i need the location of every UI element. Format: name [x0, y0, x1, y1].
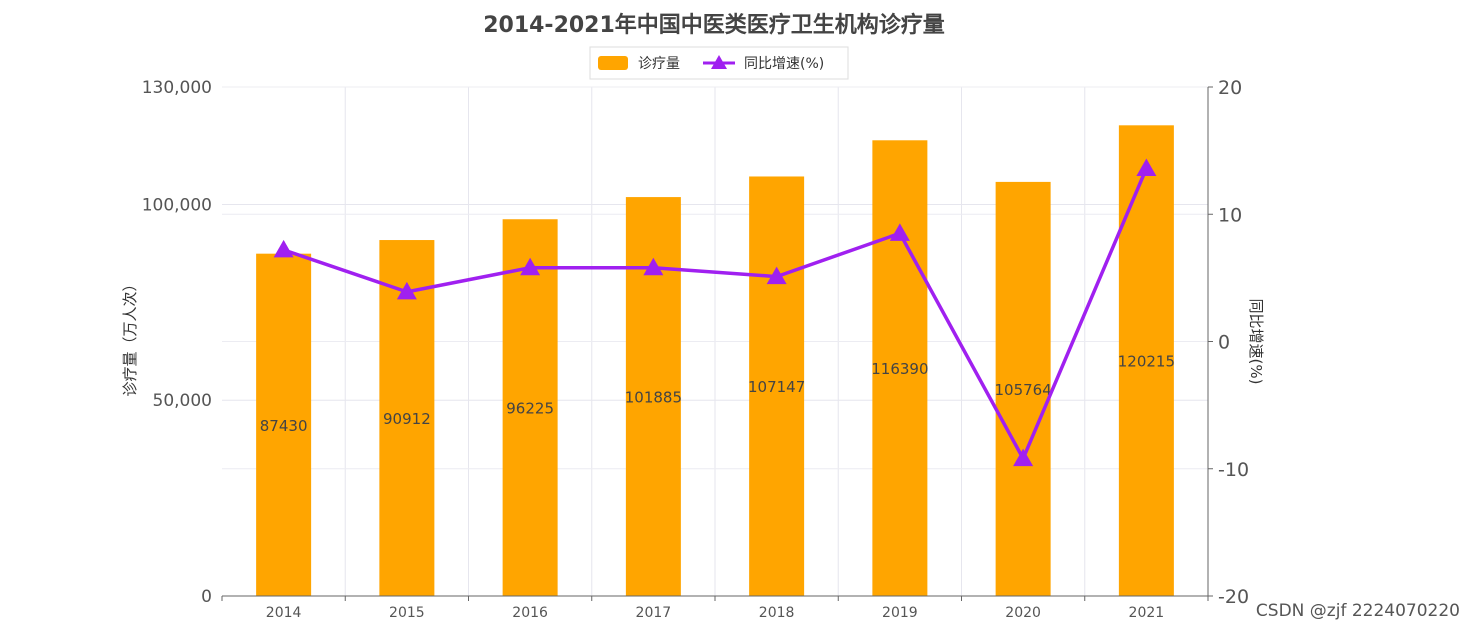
legend-bar-swatch [598, 56, 628, 70]
bar [995, 181, 1051, 597]
x-tick-label: 2014 [266, 605, 302, 621]
bar-value-label: 116390 [871, 360, 928, 378]
growth-line-series [273, 158, 1157, 467]
x-tick-label: 2017 [636, 605, 672, 621]
growth-point [273, 239, 294, 258]
bar-value-label: 105764 [994, 381, 1051, 399]
y-left-tick-label: 50,000 [153, 391, 212, 411]
y-right-tick-label: 20 [1218, 77, 1242, 99]
y-left-tick-label: 100,000 [142, 195, 212, 215]
bar-value-label: 101885 [625, 389, 682, 407]
bar [1118, 125, 1174, 596]
growth-point [643, 257, 664, 276]
x-tick-label: 2016 [512, 605, 548, 621]
growth-point [520, 257, 541, 276]
bar-value-label: 96225 [506, 400, 554, 418]
bar-value-label: 107147 [748, 378, 805, 396]
legend-bar-label: 诊疗量 [638, 56, 680, 72]
growth-point [396, 281, 417, 300]
y-left-axis-label: 诊疗量（万人次） [121, 276, 139, 396]
y-left-tick-label: 0 [201, 587, 212, 607]
legend-line-label: 同比增速(%) [744, 56, 824, 72]
legend-line-marker [711, 55, 727, 69]
bar [749, 176, 805, 597]
x-tick-label: 2020 [1005, 605, 1041, 621]
bar-value-label: 87430 [260, 417, 308, 435]
y-right-axis-label: 同比增速(%) [1247, 299, 1265, 385]
bar-value-label: 120215 [1118, 353, 1175, 371]
y-right-tick-label: 10 [1218, 204, 1242, 226]
y-right-tick-label: 0 [1218, 332, 1230, 354]
x-tick-label: 2018 [759, 605, 795, 621]
bar [502, 219, 558, 596]
y-right-tick-label: -10 [1218, 459, 1249, 481]
x-tick-label: 2021 [1129, 605, 1165, 621]
growth-point [766, 266, 787, 285]
chart-title: 2014-2021年中国中医类医疗卫生机构诊疗量 [483, 12, 945, 38]
legend: 诊疗量 同比增速(%) [589, 46, 849, 80]
growth-point [1136, 158, 1157, 176]
growth-point [889, 223, 910, 241]
growth-point [1013, 448, 1034, 467]
bar [872, 140, 928, 596]
x-tick-label: 2015 [389, 605, 425, 621]
bars [256, 125, 1174, 597]
bar-value-label: 90912 [383, 410, 431, 428]
growth-line [283, 167, 1148, 461]
bar-labels: 87430 90912 96225 101885 107147 116390 105764 1… [260, 353, 1175, 435]
watermark: CSDN @zjf 2224070220 [1256, 601, 1460, 621]
y-left-tick-label: 130,000 [142, 78, 212, 98]
y-right-tick-label: -20 [1218, 586, 1249, 608]
bar [256, 253, 312, 596]
x-tick-label: 2019 [882, 605, 918, 621]
grid [222, 86, 1208, 597]
axes: 2014 2015 2016 2017 2018 2019 2020 2021 0 50,000 1… [142, 77, 1249, 621]
